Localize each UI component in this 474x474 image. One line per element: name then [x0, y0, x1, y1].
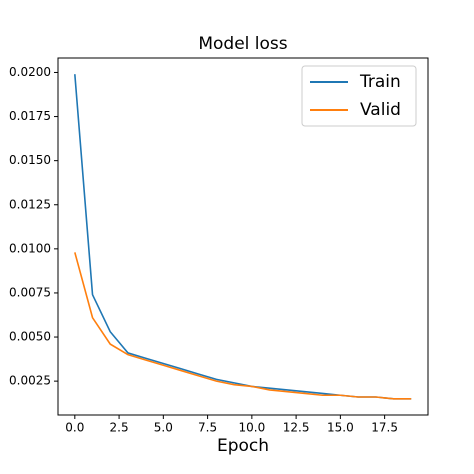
x-tick-label: 2.5 — [110, 421, 129, 435]
legend-label: Valid — [360, 100, 401, 120]
y-tick-label: 0.0150 — [9, 153, 51, 167]
plot-frame — [57, 57, 429, 416]
x-tick-label: 0.0 — [65, 421, 84, 435]
x-tick-label: 10.0 — [238, 421, 265, 435]
y-tick-label: 0.0025 — [9, 374, 51, 388]
x-tick-label: 5.0 — [154, 421, 173, 435]
legend-label: Train — [359, 72, 401, 92]
line-series — [74, 252, 412, 400]
y-tick-label: 0.0200 — [9, 65, 51, 79]
x-tick-label: 17.5 — [371, 421, 398, 435]
x-axis-label: Epoch — [217, 436, 269, 456]
y-tick-label: 0.0125 — [9, 197, 51, 211]
y-tick-label: 0.0050 — [9, 330, 51, 344]
y-tick-label: 0.0100 — [9, 241, 51, 255]
y-tick-label: 0.0075 — [9, 285, 51, 299]
x-tick-label: 7.5 — [198, 421, 217, 435]
chart-title: Model loss — [198, 34, 287, 54]
y-tick-label: 0.0175 — [9, 109, 51, 123]
x-tick-label: 12.5 — [283, 421, 310, 435]
x-tick-label: 15.0 — [327, 421, 354, 435]
